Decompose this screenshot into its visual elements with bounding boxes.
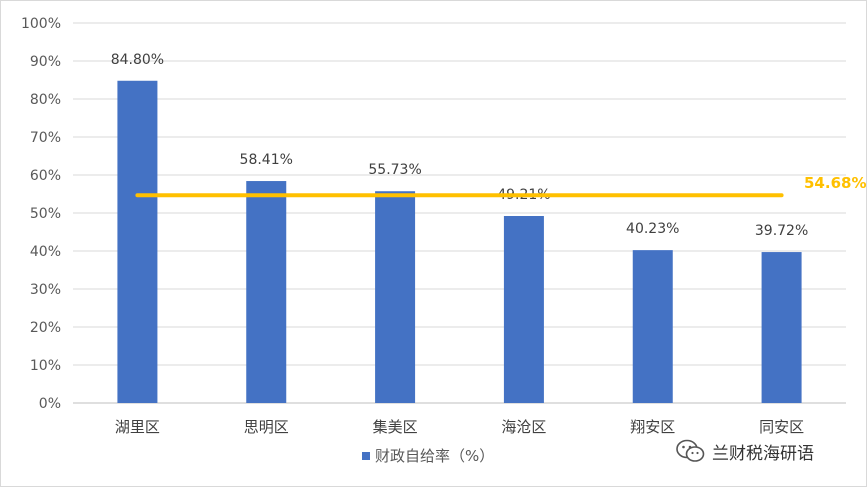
y-tick-label: 50%: [30, 206, 61, 222]
bar: [503, 216, 544, 403]
gridlines: [73, 22, 846, 404]
bar: [761, 252, 802, 403]
bar-data-label: 40.23%: [626, 221, 679, 237]
bar-data-label: 84.80%: [111, 52, 164, 68]
y-axis-ticks: 0% 10% 20% 30% 40% 50% 60% 70% 80% 90% 100%: [21, 16, 61, 412]
y-tick-label: 10%: [30, 358, 61, 374]
bar: [375, 191, 416, 403]
watermark-text: 兰财税海研语: [712, 443, 814, 464]
y-tick-label: 30%: [30, 282, 61, 298]
legend: 财政自给率（%）: [362, 447, 494, 465]
x-tick-label: 集美区: [373, 418, 418, 436]
bar-data-label: 39.72%: [755, 223, 808, 239]
x-tick-label: 海沧区: [501, 418, 546, 436]
y-tick-label: 20%: [30, 320, 61, 336]
bar: [246, 181, 287, 403]
y-tick-label: 60%: [30, 168, 61, 184]
y-tick-label: 70%: [30, 130, 61, 146]
y-tick-label: 90%: [30, 54, 61, 70]
y-tick-label: 80%: [30, 92, 61, 108]
watermark: 兰财税海研语: [676, 436, 814, 466]
y-tick-label: 40%: [30, 244, 61, 260]
x-tick-label: 翔安区: [630, 418, 675, 436]
x-tick-label: 湖里区: [115, 418, 160, 436]
bar: [632, 250, 673, 403]
bar-data-label: 58.41%: [240, 152, 293, 168]
reference-line-group: 54.68%: [135, 174, 866, 198]
x-axis-ticks: 湖里区 思明区 集美区 海沧区 翔安区 同安区: [115, 418, 804, 436]
wechat-icon: [676, 439, 705, 462]
x-tick-label: 思明区: [244, 418, 289, 436]
x-tick-label: 同安区: [759, 418, 804, 436]
bar-data-label: 55.73%: [368, 162, 421, 178]
y-tick-label: 0%: [39, 396, 61, 412]
bar: [117, 80, 158, 403]
reference-line-label: 54.68%: [804, 174, 866, 192]
bar-data-labels: 84.80%58.41%55.73%49.21%40.23%39.72%: [111, 52, 809, 239]
y-tick-label: 100%: [21, 16, 61, 32]
legend-label: 财政自给率（%）: [375, 447, 494, 465]
bars: [117, 80, 802, 403]
legend-swatch: [362, 452, 370, 460]
